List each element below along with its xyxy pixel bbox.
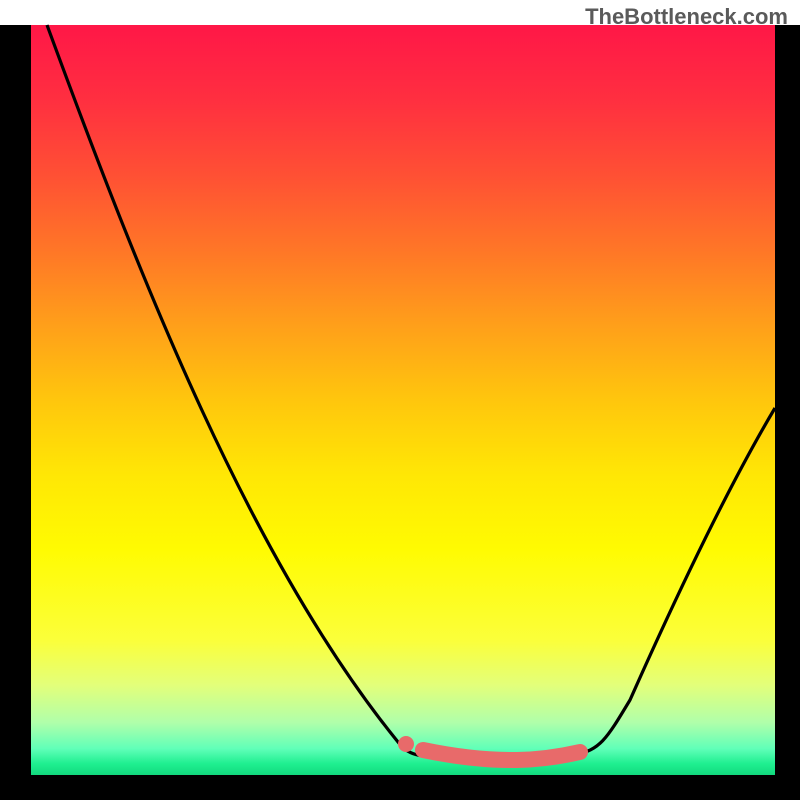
bottleneck-curve-chart (0, 0, 800, 800)
chart-container: TheBottleneck.com (0, 0, 800, 800)
plot-background-gradient (31, 25, 775, 775)
optimal-point-marker (398, 736, 414, 752)
watermark-label: TheBottleneck.com (585, 4, 788, 30)
